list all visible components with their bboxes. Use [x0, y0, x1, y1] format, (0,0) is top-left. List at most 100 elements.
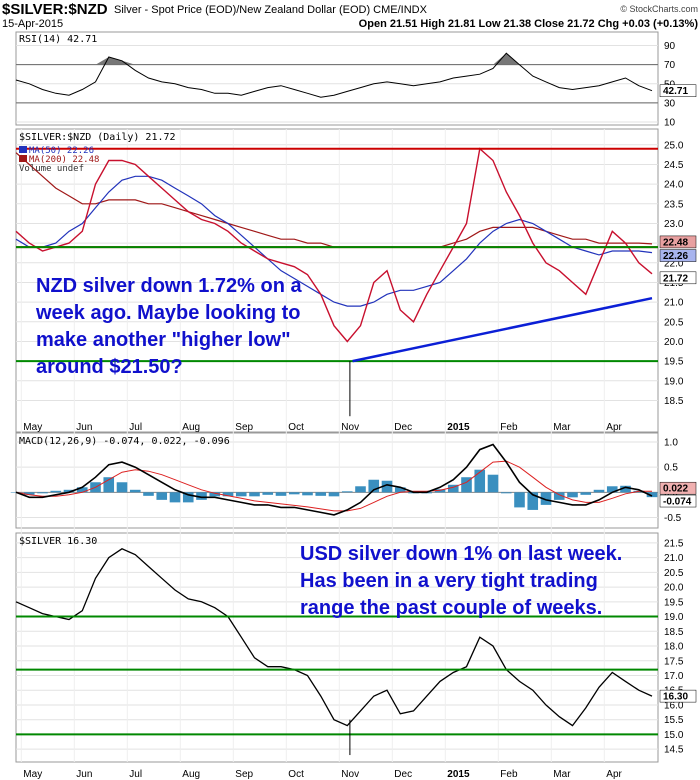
macd-histogram-bar — [156, 492, 168, 500]
rsi-tick-label: 70 — [664, 60, 676, 71]
usd-price-line — [15, 548, 653, 727]
price-tick-label: 24.5 — [664, 160, 684, 171]
ma200-legend-swatch — [19, 155, 27, 162]
x-tick-label: Jul — [129, 769, 142, 780]
usd-tick-label: 21.5 — [664, 538, 684, 549]
nzd-price-line — [15, 147, 653, 343]
price-tick-label: 21.0 — [664, 298, 684, 309]
usd-tick-label: 19.5 — [664, 597, 684, 608]
macd-histogram-bar — [169, 492, 181, 503]
macd-histogram-bar — [129, 489, 141, 493]
ma50-line — [15, 175, 653, 307]
x-tick-label: Sep — [235, 769, 253, 780]
nzd-annotation: NZD silver down 1.72% on a week ago. May… — [35, 275, 303, 378]
usd-tick-label: 21.0 — [664, 553, 684, 564]
macd-last: -0.074 — [663, 497, 692, 508]
volume-legend: Volume undef — [19, 164, 84, 174]
price-last-value-box — [659, 271, 697, 285]
nzd-annotation-line-3: make another "higher low" — [36, 329, 291, 351]
x-tick-label: Aug — [182, 422, 200, 433]
macd-histogram-bar — [249, 492, 260, 497]
macd-histogram-bar — [567, 492, 578, 498]
macd-histogram-bar — [434, 489, 446, 493]
macd-histogram-bar — [593, 489, 605, 493]
macd-line — [15, 443, 653, 516]
macd-signal-line — [15, 460, 653, 512]
rsi-last-value-box — [659, 84, 697, 97]
macd-tick-label: 1.0 — [664, 438, 678, 449]
macd-histogram-bar — [275, 492, 287, 496]
x-tick-label: Nov — [341, 769, 359, 780]
x-axis: May May Jun Jun Jul Jul Aug Aug Sep Sep Oct Oct Nov N… — [23, 422, 622, 780]
macd-histogram-bar — [328, 492, 340, 497]
macd-histogram-bar — [580, 492, 592, 495]
usd-annotation-line-1: USD silver down 1% on last week. — [300, 543, 622, 565]
x-tick-label: May — [23, 769, 42, 780]
usd-annotation-line-2: Has been in a very tight trading — [300, 570, 598, 592]
macd-histogram-bar — [63, 489, 75, 493]
x-tick-label: Oct — [288, 769, 304, 780]
rsi-tick-label: 30 — [664, 98, 676, 109]
usd-tick-label: 20.5 — [664, 568, 684, 579]
macd-histogram-bar — [514, 492, 525, 508]
macd-histogram-bar — [315, 492, 327, 496]
macd-tick-label: -0.5 — [664, 513, 682, 524]
rsi-line — [15, 52, 653, 98]
usd-price-panel: 21.5 21.0 20.5 20.0 19.5 19.0 18.5 18.0 17.5 17.0… — [15, 538, 697, 756]
x-tick-label: Sep — [235, 422, 253, 433]
macd-histogram-bar — [461, 477, 472, 493]
grid-lines — [16, 45, 658, 762]
copyright: © StockCharts.com — [620, 4, 698, 14]
macd-histogram-bar — [37, 492, 48, 494]
x-tick-label: Nov — [341, 422, 359, 433]
x-tick-label: Feb — [500, 769, 518, 780]
ma50-legend-swatch — [19, 146, 27, 153]
usd-label: $SILVER 16.30 — [19, 536, 97, 547]
nzd-annotation-line-2: week ago. Maybe looking to — [35, 302, 301, 324]
usd-tick-label: 15.0 — [664, 730, 684, 741]
usd-tick-label: 19.0 — [664, 612, 684, 623]
macd-histogram-bar — [209, 492, 221, 497]
macd-histogram-bar — [447, 484, 459, 493]
macd-histogram-bar — [527, 492, 539, 510]
ohlc-readout: Open 21.51 High 21.81 Low 21.38 Close 21… — [359, 18, 699, 30]
price-label: $SILVER:$NZD (Daily) 21.72 — [19, 132, 176, 143]
macd-histogram-bar — [116, 482, 128, 493]
macd-histogram-bar — [182, 492, 194, 503]
x-tick-label: Jun — [76, 422, 92, 433]
rsi-tick-label: 90 — [664, 41, 676, 52]
macd-histogram-bar — [23, 492, 35, 495]
x-tick-label: Apr — [606, 422, 622, 433]
usd-last-value-box — [659, 689, 697, 703]
ma200-legend: MA(200) 22.48 — [29, 155, 99, 165]
x-tick-label: Dec — [394, 422, 412, 433]
price-tick-label: 19.0 — [664, 376, 684, 387]
x-tick-label: Aug — [182, 769, 200, 780]
rsi-tick-label: 10 — [664, 118, 676, 129]
macd-histogram-bar — [606, 486, 618, 493]
ma200-last-value-box — [659, 235, 697, 249]
macd-panel: 1.00.50.0-0.50.022-0.074 — [10, 438, 697, 524]
chart-date: 15-Apr-2015 — [2, 18, 63, 30]
macd-tick-label: 0.5 — [664, 463, 678, 474]
nzd-price-panel: 25.024.524.023.523.022.522.021.521.020.5… — [15, 140, 697, 417]
macd-last-box — [659, 494, 697, 508]
ma200-line — [15, 152, 653, 248]
price-tick-label: 18.5 — [664, 396, 684, 407]
macd-histogram-bar — [500, 492, 512, 494]
macd-histogram-bar — [341, 491, 353, 493]
nzd-annotation-line-1: NZD silver down 1.72% on a — [36, 275, 303, 297]
x-tick-label: Jul — [129, 422, 142, 433]
usd-panel-frame — [15, 532, 659, 763]
macd-histogram-bar — [103, 477, 115, 493]
price-tick-label: 23.5 — [664, 199, 684, 210]
usd-tick-label: 20.0 — [664, 583, 684, 594]
macd-histogram-bar — [487, 474, 499, 493]
usd-tick-label: 17.0 — [664, 671, 684, 682]
macd-histogram-bar — [76, 487, 88, 493]
x-tick-label: May — [23, 422, 42, 433]
macd-histogram-bar — [222, 492, 234, 497]
price-tick-label: 23.0 — [664, 219, 684, 230]
macd-histogram-bar — [620, 485, 631, 493]
